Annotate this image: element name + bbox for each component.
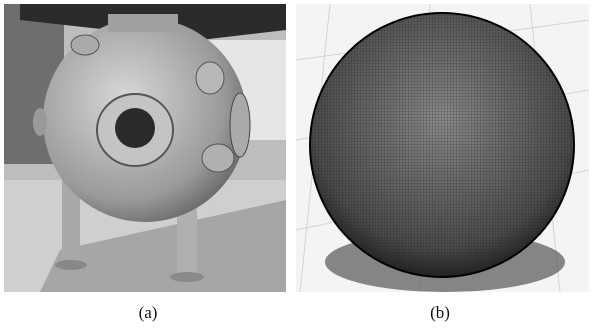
panel-label: (b) [430, 303, 450, 322]
mesh-panel [296, 4, 589, 292]
photo-panel [4, 4, 286, 292]
panel-label: (a) [139, 303, 158, 322]
